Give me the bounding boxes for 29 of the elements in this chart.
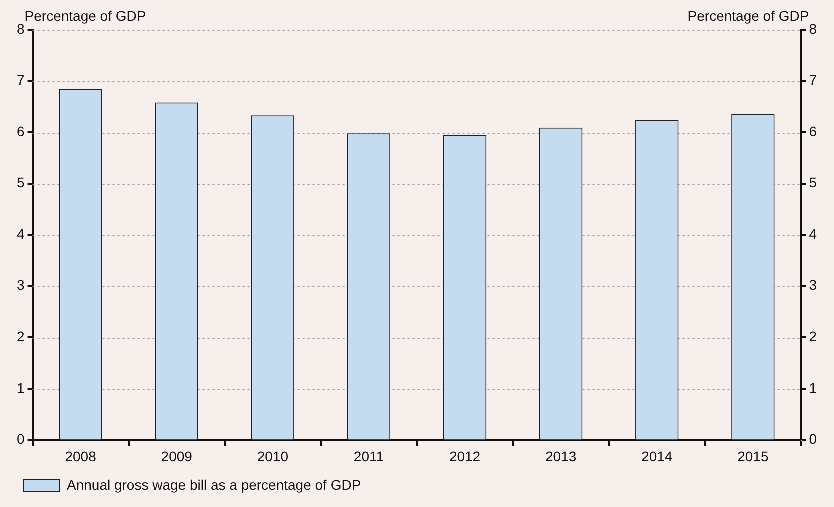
x-tick-label: 2013 [546, 448, 577, 464]
y2-axis-title: Percentage of GDP [688, 8, 810, 24]
x-tick-label: 2015 [738, 448, 769, 464]
x-tick-label: 2011 [354, 448, 384, 464]
y-tick-label: 8 [16, 20, 25, 37]
y-tick-label: 2 [16, 328, 25, 345]
y-tick-label: 1 [16, 380, 25, 396]
y2-tick-label: 1 [809, 380, 818, 396]
y2-tick-label: 3 [809, 277, 818, 294]
y2-tick-label: 5 [809, 174, 818, 191]
y-tick-label: 5 [16, 174, 25, 191]
y2-tick-label: 4 [809, 226, 818, 242]
y2-tick-label: 8 [809, 20, 818, 37]
y-axis-title: Percentage of GDP [24, 8, 146, 24]
x-tick-label: 2008 [65, 448, 97, 464]
legend-label: Annual gross wage bill as a percentage of GDP [67, 476, 362, 493]
y-tick-label: 0 [16, 431, 25, 448]
x-tick-label: 2012 [449, 448, 481, 464]
y-tick-label: 4 [16, 226, 25, 242]
x-tick-label: 2010 [257, 448, 289, 464]
x-tick-label: 2009 [161, 448, 193, 464]
y2-tick-label: 7 [809, 72, 818, 88]
y2-tick-label: 6 [809, 123, 818, 140]
y-tick-label: 7 [16, 72, 25, 88]
y-tick-label: 6 [16, 123, 25, 140]
y2-tick-label: 0 [809, 431, 818, 448]
y-tick-label: 3 [16, 277, 25, 294]
x-tick-label: 2014 [642, 448, 673, 464]
y2-tick-label: 2 [809, 328, 818, 345]
